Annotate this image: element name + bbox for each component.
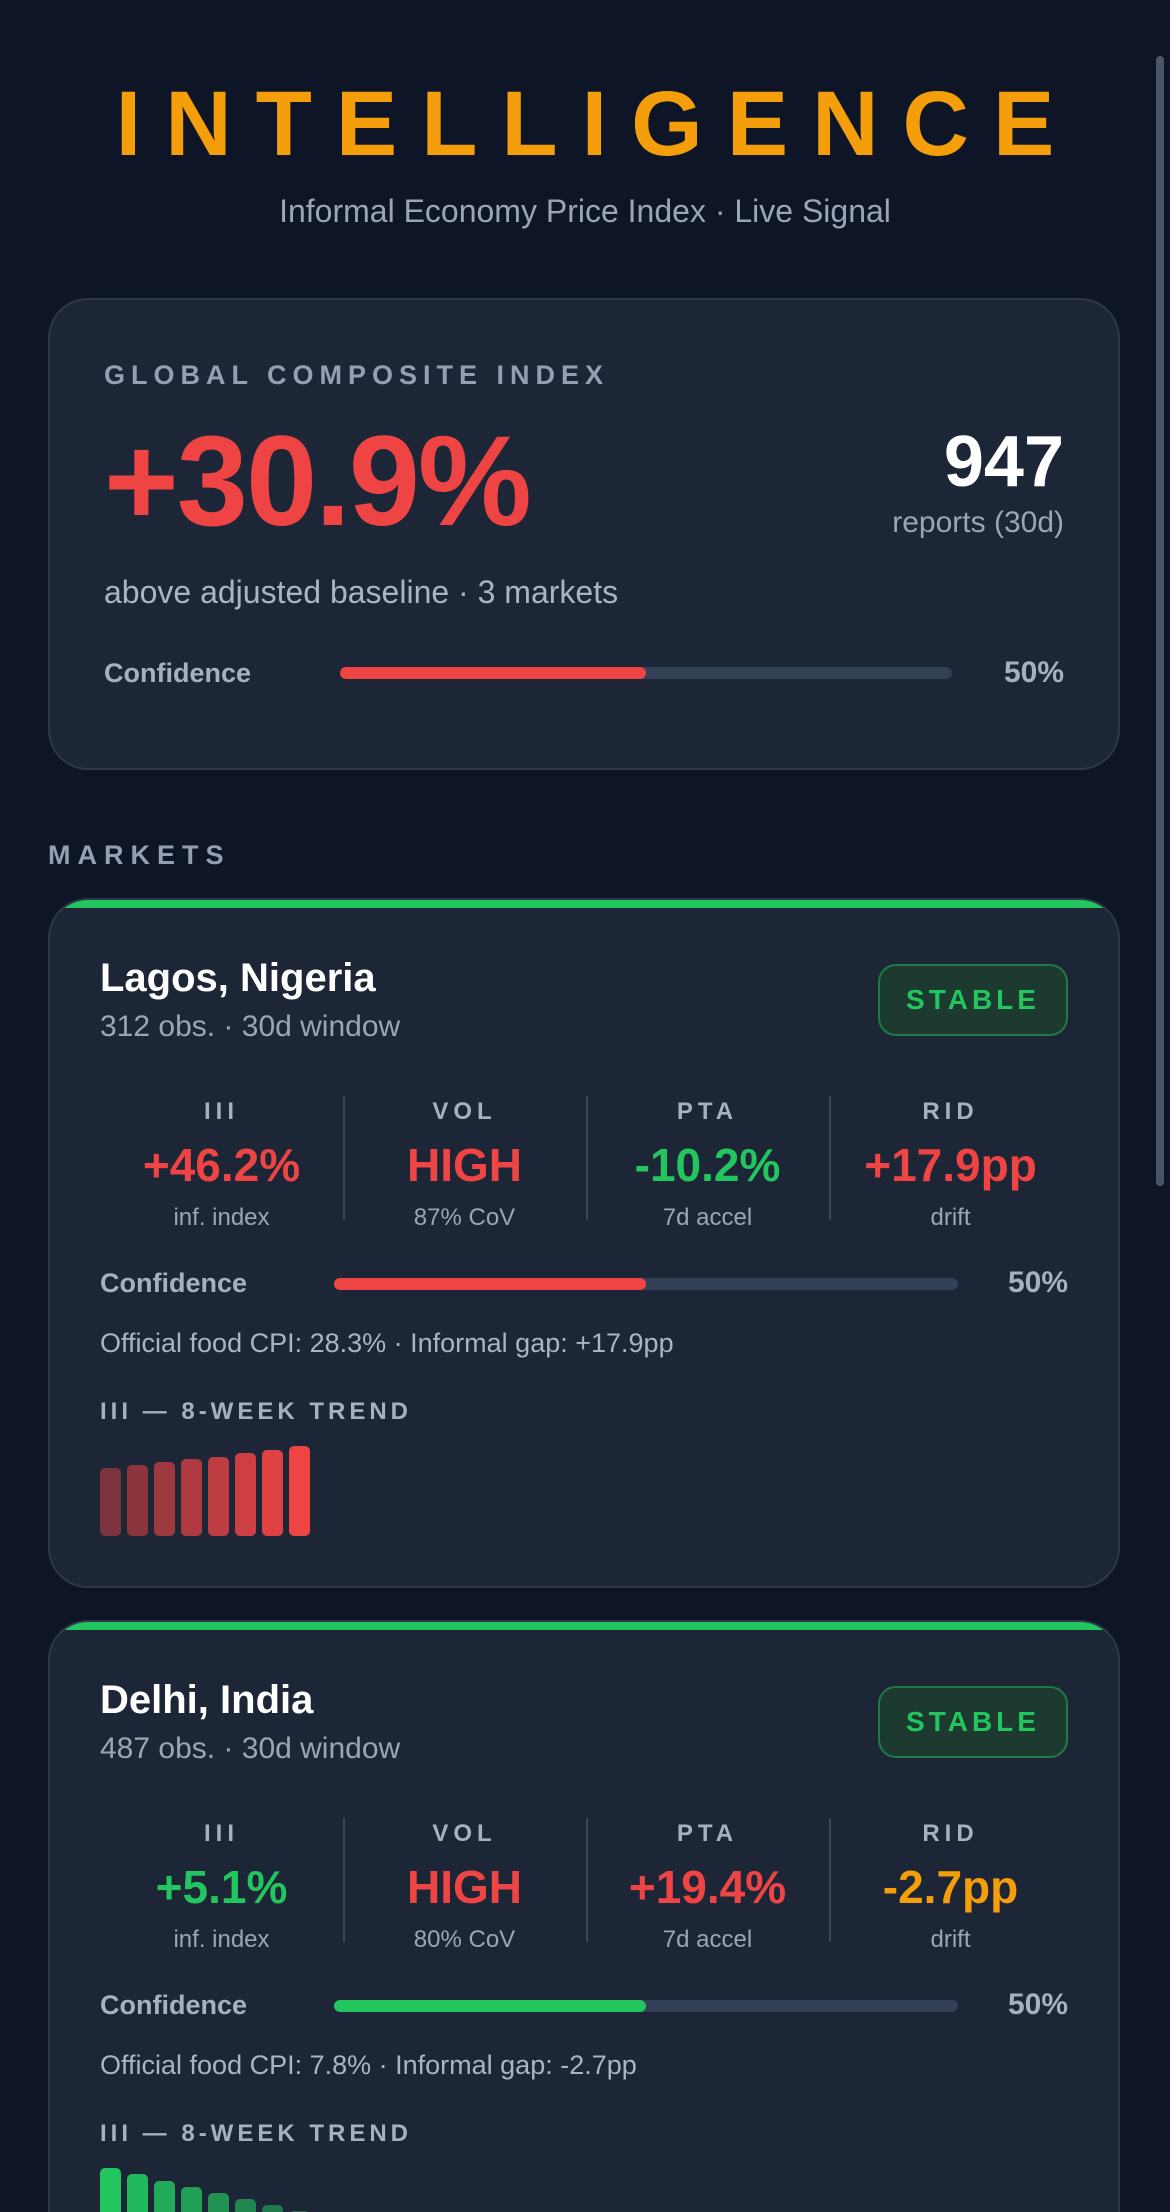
confidence-bar-fill [334, 1278, 646, 1290]
metric-sub: 7d accel [662, 1204, 753, 1231]
metric-sub: 7d accel [662, 1926, 753, 1953]
global-composite-card[interactable]: GLOBAL COMPOSITE INDEX +30.9% 947 report… [48, 298, 1120, 770]
cpi-comparison: Official food CPI: 28.3% · Informal gap:… [100, 1328, 674, 1358]
trend-bar [235, 1453, 256, 1536]
metrics-row: III +5.1% inf. index VOL HIGH 80% CoV PT… [100, 1818, 1072, 1953]
trend-bar [181, 2187, 202, 2212]
trend-bar [154, 1462, 175, 1536]
confidence-label: Confidence [100, 1990, 248, 2020]
status-badge: STABLE [878, 1686, 1068, 1758]
metric-pta: PTA -10.2% 7d accel [586, 1096, 829, 1231]
tagline: Informal Economy Price Index · Live Sign… [279, 193, 891, 229]
trend-sparkbars [100, 2162, 340, 2212]
trend-bar [127, 1465, 148, 1536]
metric-iii: III +5.1% inf. index [100, 1818, 343, 1953]
market-card[interactable]: Delhi, India 487 obs. · 30d window STABL… [48, 1620, 1120, 2212]
metric-iii: III +46.2% inf. index [100, 1096, 343, 1231]
metric-sub: drift [930, 1204, 971, 1231]
confidence-percent: 50% [1007, 1266, 1068, 1299]
status-badge: STABLE [878, 964, 1068, 1036]
trend-bar [289, 1446, 310, 1536]
metric-value: +46.2% [142, 1139, 301, 1191]
brand-title: INTELLIGENCE [115, 73, 1079, 175]
confidence-percent: 50% [1003, 656, 1064, 689]
trend-bar [235, 2199, 256, 2212]
metric-pta: PTA +19.4% 7d accel [586, 1818, 829, 1953]
global-index-value: +30.9% [104, 410, 532, 553]
metric-name: VOL [432, 1098, 497, 1125]
report-count: 947 [943, 422, 1064, 502]
market-city: Delhi, India [100, 1678, 314, 1722]
trend-bar [262, 1450, 283, 1536]
market-observations: 312 obs. · 30d window [100, 1010, 401, 1043]
metric-value: HIGH [407, 1139, 522, 1191]
market-accent-stripe [50, 900, 1118, 908]
market-city: Lagos, Nigeria [100, 956, 376, 1000]
metric-sub: 80% CoV [413, 1926, 516, 1953]
confidence-bar-fill [334, 2000, 646, 2012]
metric-rid: RID +17.9pp drift [829, 1096, 1072, 1231]
metric-value: +19.4% [628, 1861, 787, 1913]
trend-bar [208, 1457, 229, 1536]
metric-name: RID [922, 1820, 979, 1847]
metrics-row: III +46.2% inf. index VOL HIGH 87% CoV P… [100, 1096, 1072, 1231]
trend-bar [154, 2181, 175, 2212]
global-kicker: GLOBAL COMPOSITE INDEX [104, 360, 610, 390]
trend-label: III — 8-WEEK TREND [100, 1398, 413, 1425]
metric-value: +17.9pp [864, 1139, 1037, 1191]
trend-bar [127, 2174, 148, 2212]
metric-vol: VOL HIGH 87% CoV [343, 1096, 586, 1231]
metric-name: PTA [676, 1820, 739, 1847]
market-card[interactable]: Lagos, Nigeria 312 obs. · 30d window STA… [48, 898, 1120, 1588]
scrollbar[interactable] [1154, 50, 1164, 2200]
trend-sparkbars [100, 1440, 340, 1536]
trend-bar [262, 2205, 283, 2212]
global-subtitle: above adjusted baseline · 3 markets [104, 574, 619, 610]
metric-sub: inf. index [173, 1204, 270, 1231]
metric-value: HIGH [407, 1861, 522, 1913]
trend-bar [100, 1468, 121, 1536]
confidence-bar-fill [340, 667, 646, 679]
market-accent-stripe [50, 1622, 1118, 1630]
metric-value: +5.1% [155, 1861, 288, 1913]
confidence-label: Confidence [104, 658, 252, 688]
metric-name: III [203, 1098, 239, 1125]
trend-bar [181, 1459, 202, 1536]
metric-name: PTA [676, 1098, 739, 1125]
scrollbar-thumb[interactable] [1156, 56, 1164, 1186]
confidence-percent: 50% [1007, 1988, 1068, 2021]
market-observations: 487 obs. · 30d window [100, 1732, 401, 1765]
confidence-label: Confidence [100, 1268, 248, 1298]
trend-bar [100, 2168, 121, 2212]
cpi-comparison: Official food CPI: 7.8% · Informal gap: … [100, 2050, 637, 2080]
markets-section-label: MARKETS [48, 840, 231, 870]
confidence-bar [334, 2000, 958, 2012]
confidence-bar [340, 667, 952, 679]
metric-sub: 87% CoV [413, 1204, 516, 1231]
metric-value: -2.7pp [882, 1861, 1019, 1913]
metric-value: -10.2% [634, 1139, 781, 1191]
metric-vol: VOL HIGH 80% CoV [343, 1818, 586, 1953]
trend-bar [208, 2193, 229, 2212]
confidence-bar [334, 1278, 958, 1290]
metric-rid: RID -2.7pp drift [829, 1818, 1072, 1953]
metric-name: VOL [432, 1820, 497, 1847]
report-count-label: reports (30d) [892, 506, 1064, 539]
metric-name: III [203, 1820, 239, 1847]
metric-sub: drift [930, 1926, 971, 1953]
trend-label: III — 8-WEEK TREND [100, 2120, 413, 2147]
metric-name: RID [922, 1098, 979, 1125]
metric-sub: inf. index [173, 1926, 270, 1953]
